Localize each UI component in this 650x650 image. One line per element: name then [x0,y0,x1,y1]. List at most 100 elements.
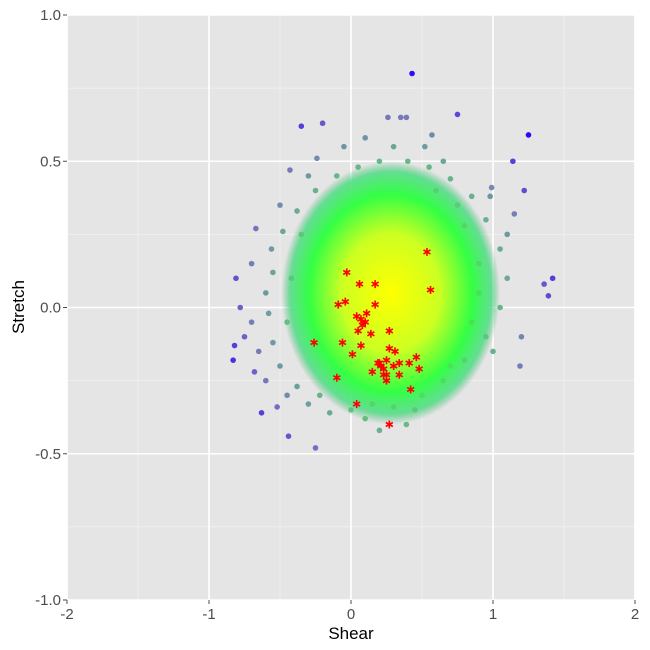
highlighted-point [341,297,350,306]
data-point [237,304,244,311]
data-point [426,164,432,170]
data-point [248,319,255,325]
data-point [298,231,305,238]
highlighted-point [376,362,385,370]
data-point [468,319,475,325]
y-tick-label: -0.5 [35,446,61,463]
data-point [511,211,518,217]
data-point [284,319,290,325]
data-point [305,401,312,407]
y-tick-label: 0.5 [40,153,61,170]
x-tick-label: -1 [202,606,215,623]
highlighted-point [406,385,415,394]
highlighted-point [348,350,357,359]
data-point [287,167,293,173]
highlighted-point [382,376,391,385]
data-point [274,404,280,410]
data-point [403,114,410,121]
data-point [461,357,468,363]
y-tick-label: 0.0 [40,300,61,317]
highlighted-point [379,370,388,379]
data-point [255,348,262,355]
highlighted-point [362,309,371,318]
highlighted-point [352,400,361,409]
axis-ticks: -2 -1 0 1 2 -1.0 -0.5 0.0 0.5 1.0 [35,7,639,623]
highlighted-point [389,362,398,370]
highlighted-point [338,338,347,347]
data-point [549,275,556,282]
highlighted-point [342,268,351,277]
data-point [419,392,425,399]
data-point [476,290,482,296]
point-cloud-density [281,161,501,425]
highlighted-point [382,356,391,365]
data-point [270,269,276,276]
data-point [483,333,489,340]
data-point [277,363,283,369]
data-point [230,357,236,363]
data-point [490,348,496,355]
data-point [433,187,440,194]
highlighted-point [395,370,404,379]
data-point [397,114,404,121]
y-tick-label: -1.0 [35,592,61,609]
data-point [251,369,258,375]
points-layer [230,70,556,451]
data-point [409,70,415,77]
data-point [510,158,516,165]
data-point [454,202,461,208]
data-point [316,392,323,399]
data-point [288,275,295,282]
data-point [440,158,447,165]
data-point [403,421,410,428]
data-point [258,410,265,416]
data-point [362,415,369,422]
data-point [263,290,269,296]
data-point [277,202,283,208]
data-point [461,222,468,229]
data-point [545,293,552,299]
highlighted-point [423,247,431,256]
data-point [253,225,259,232]
data-point [447,176,454,182]
data-point [412,407,418,413]
data-point [319,120,326,127]
data-point [334,173,340,179]
data-point [468,193,475,200]
highlighted-point [310,338,318,347]
x-tick-label: 0 [347,606,355,623]
highlighted-point [366,329,375,338]
data-point [429,132,435,138]
data-point [270,339,276,346]
highlighted-point [415,364,424,373]
data-point [298,123,305,129]
x-tick-label: 2 [631,606,639,623]
data-point [422,143,428,150]
data-point [285,433,292,440]
highlighted-point [368,367,377,376]
y-tick-label: 1.0 [40,7,61,24]
data-point [405,158,411,165]
data-point [440,377,447,384]
highlighted-point [358,321,367,330]
data-point [294,208,300,214]
data-point [341,143,347,150]
highlighted-point [371,300,380,309]
data-point [241,333,248,340]
data-point [521,187,528,194]
data-point [483,216,489,223]
x-tick-label: -2 [60,606,73,623]
data-point [312,187,319,194]
data-point [476,260,482,267]
y-axis-label: Stretch [9,280,28,334]
data-point [488,184,495,191]
data-point [268,246,275,252]
highlighted-point [385,326,394,335]
highlighted-points-layer [310,247,435,429]
data-point [314,155,320,162]
data-point [541,281,547,287]
highlighted-point [354,326,362,335]
highlighted-point [426,285,435,294]
